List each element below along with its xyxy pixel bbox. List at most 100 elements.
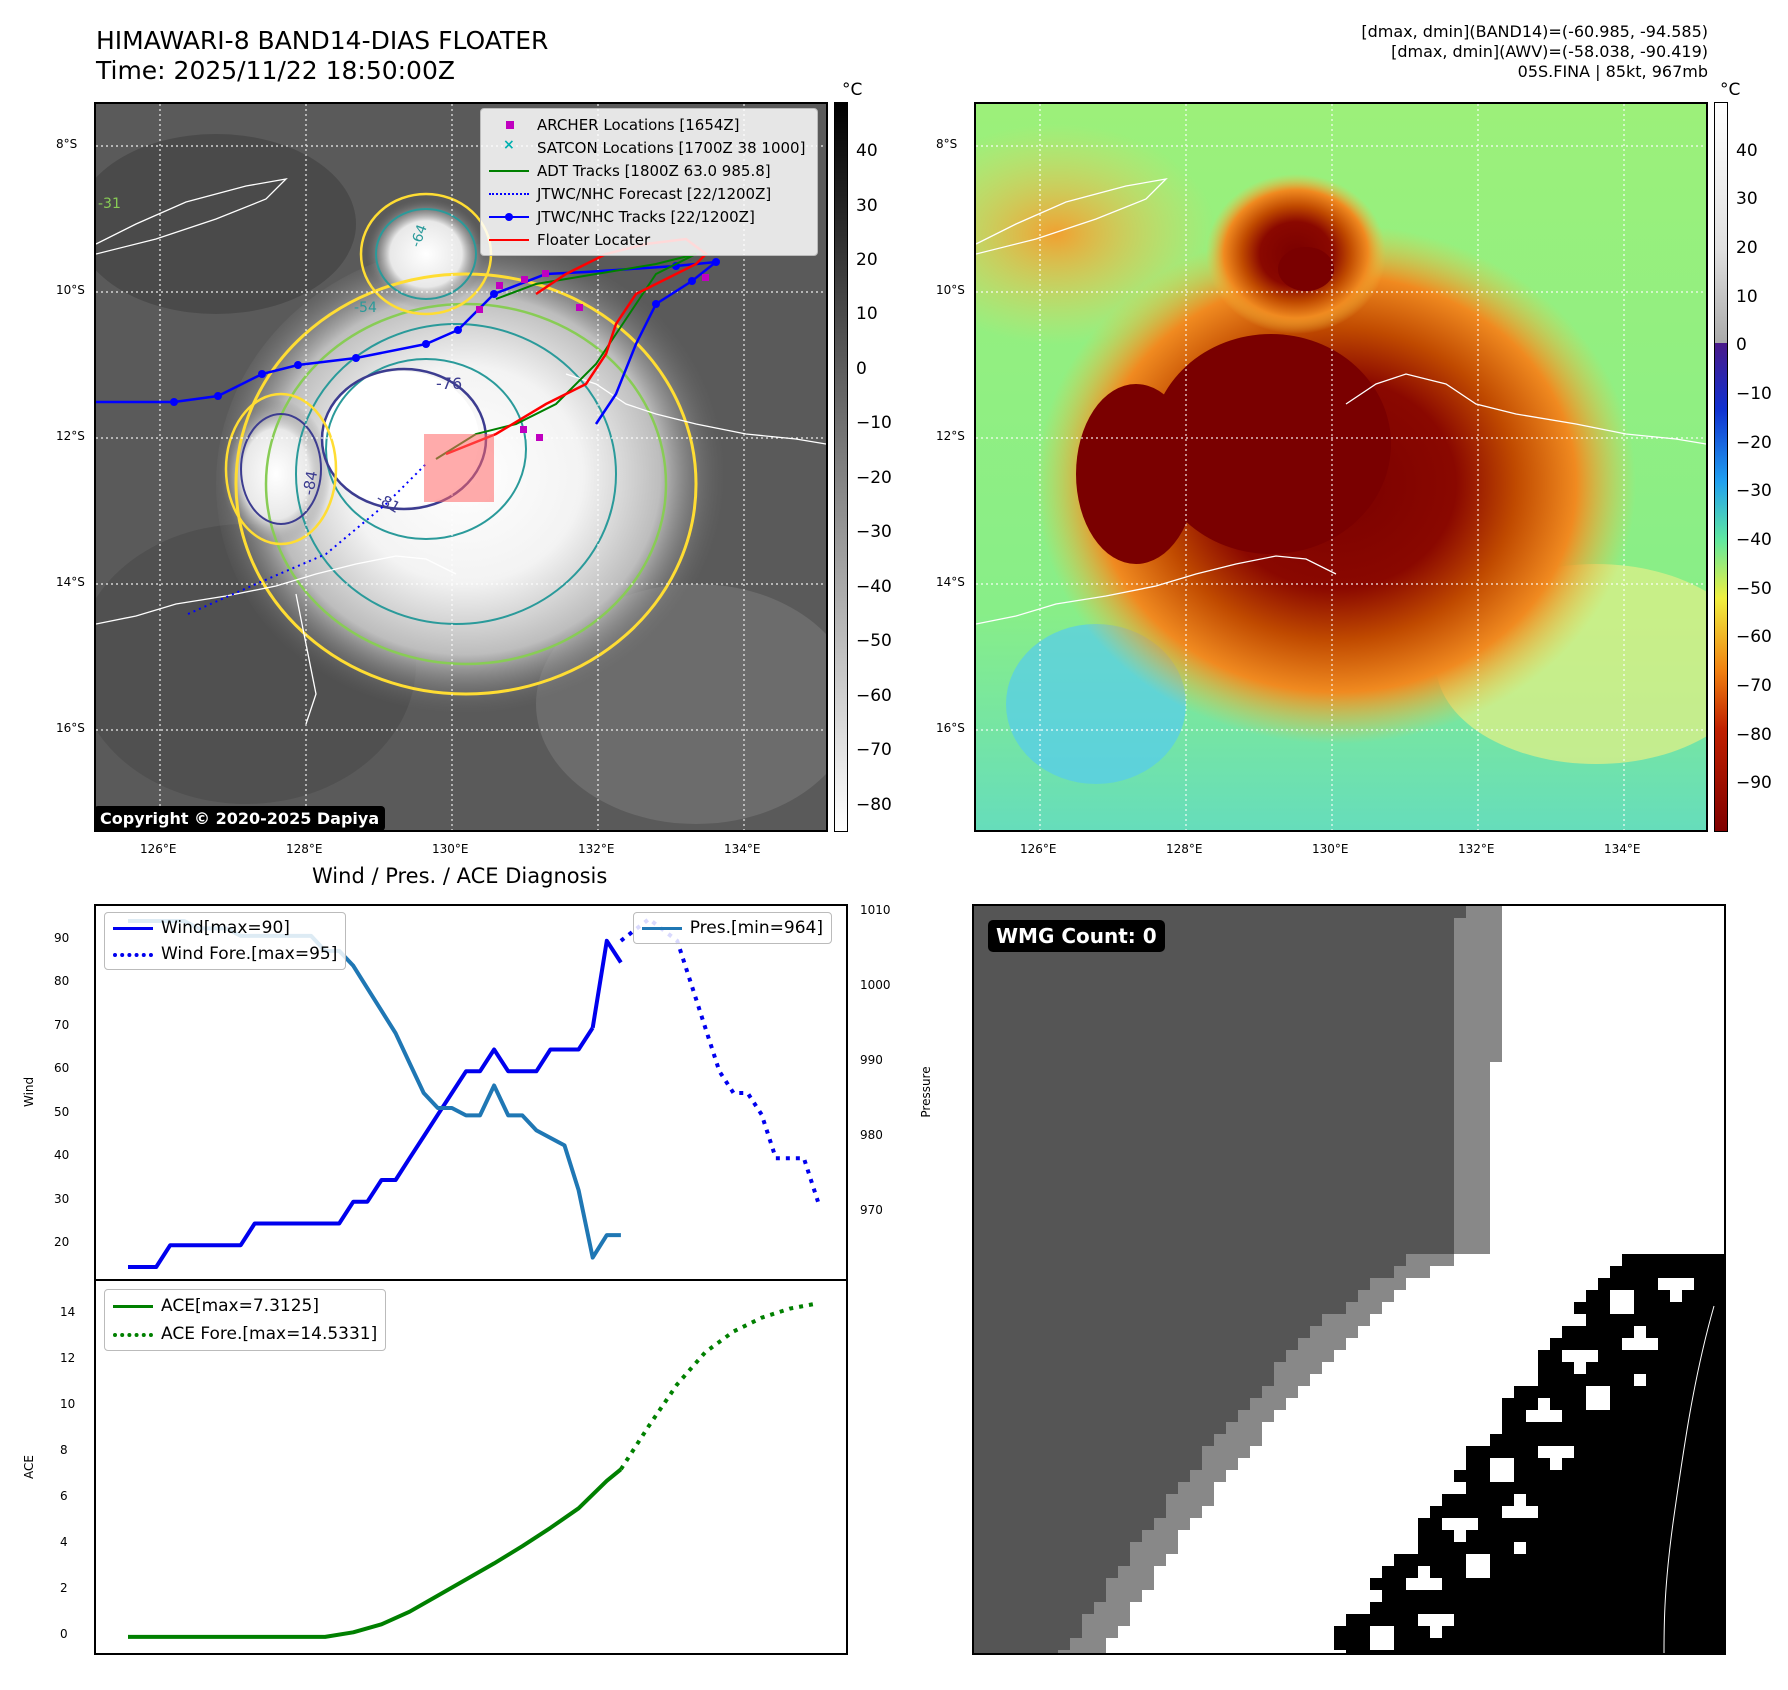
colorbar-tick-label: 20	[1736, 238, 1758, 258]
ace-plot	[128, 1301, 819, 1639]
lat-tick-label: 14°S	[56, 575, 85, 589]
info-line-2: [dmax, dmin](AWV)=(-58.038, -90.419)	[1391, 42, 1708, 61]
lat-tick-label: 10°S	[936, 283, 965, 297]
ace-tick-label: 4	[60, 1535, 68, 1550]
legend-row-ace: ACE[max=7.3125]	[113, 1292, 377, 1320]
circle-marker-icon	[505, 212, 513, 221]
colorbar-tick-label: −20	[1736, 432, 1772, 453]
line-swatch-icon	[113, 927, 153, 930]
series-line-wind	[128, 1026, 595, 1269]
wind-tick-label: 70	[54, 1017, 70, 1032]
ace-chart: ACE[max=7.3125] ACE Fore.[max=14.5331]	[94, 1279, 848, 1655]
contour-label: -76	[436, 374, 463, 393]
lon-tick-label: 132°E	[578, 842, 615, 856]
legend-row-floater: Floater Locater	[489, 228, 809, 251]
pressure-tick-label: 990	[860, 1053, 883, 1068]
legend-label: JTWC/NHC Tracks [22/1200Z]	[537, 207, 755, 226]
legend-label: Wind[max=90]	[161, 918, 290, 938]
series-line-wind-fore-	[619, 917, 820, 1203]
colorbar-tick-label: −90	[1736, 773, 1772, 794]
wind-tick-label: 30	[54, 1191, 70, 1206]
legend-row-satcon: × SATCON Locations [1700Z 38 1000]	[489, 136, 809, 159]
dotted-line-swatch-icon	[113, 953, 153, 957]
contour-label: -54	[354, 300, 377, 316]
ace-tick-label: 14	[60, 1305, 76, 1320]
dotted-line-swatch-icon	[113, 1333, 153, 1337]
legend-row-adt: ADT Tracks [1800Z 63.0 985.8]	[489, 159, 809, 182]
colorbar-tick-label: −60	[1736, 627, 1772, 648]
legend-label: JTWC/NHC Forecast [22/1200Z]	[537, 184, 772, 203]
wind-axis-label: Wind	[22, 1076, 36, 1107]
x-marker-icon: ×	[503, 136, 515, 153]
wind-tick-label: 80	[54, 974, 70, 989]
lon-tick-label: 132°E	[1458, 842, 1495, 856]
wind-legend: Wind[max=90] Wind Fore.[max=95]	[104, 912, 347, 970]
ace-tick-label: 8	[60, 1443, 68, 1458]
title-line-1: HIMAWARI-8 BAND14-DIAS FLOATER	[96, 26, 549, 55]
colorbar-tick-label: −80	[1736, 724, 1772, 745]
legend-row-forecast: JTWC/NHC Forecast [22/1200Z]	[489, 182, 809, 205]
pressure-tick-label: 980	[860, 1127, 883, 1142]
ace-tick-label: 2	[60, 1581, 68, 1595]
ace-axis-label: ACE	[22, 1455, 36, 1479]
colorbar-tick-label: −70	[856, 740, 892, 761]
title-line-2: Time: 2025/11/22 18:50:00Z	[96, 56, 455, 85]
legend-label: SATCON Locations [1700Z 38 1000]	[537, 138, 806, 157]
map-legend: ARCHER Locations [1654Z] × SATCON Locatio…	[480, 108, 818, 256]
colorbar-tick-label: −50	[1736, 578, 1772, 599]
pressure-axis-label: Pressure	[919, 1066, 933, 1118]
colorbar-tick-label: −40	[856, 576, 892, 597]
pressure-tick-label: 970	[860, 1202, 883, 1217]
colorbar-tick-label: 0	[856, 358, 867, 379]
wind-tick-label: 50	[54, 1104, 70, 1119]
lat-tick-label: 14°S	[936, 575, 965, 589]
adt-track	[435, 253, 697, 460]
lon-tick-label: 130°E	[1312, 842, 1349, 856]
legend-label: ACE Fore.[max=14.5331]	[161, 1324, 378, 1344]
line-swatch-icon	[641, 927, 682, 930]
ace-tick-label: 6	[60, 1489, 68, 1504]
lat-tick-label: 8°S	[936, 137, 958, 151]
ace-tick-label: 10	[60, 1397, 76, 1412]
contour-label: -31	[98, 196, 121, 212]
pressure-legend: Pres.[min=964]	[632, 912, 832, 944]
info-line-1: [dmax, dmin](BAND14)=(-60.985, -94.585)	[1361, 22, 1708, 41]
line-swatch-icon	[489, 169, 529, 172]
lon-tick-label: 128°E	[286, 842, 323, 856]
wind-tick-label: 90	[54, 930, 70, 945]
dmax-dmin-info: [dmax, dmin](BAND14)=(-60.985, -94.585) …	[1361, 22, 1708, 82]
lat-tick-label: 12°S	[56, 429, 85, 443]
lon-tick-label: 134°E	[724, 842, 761, 856]
colorbar-tick-label: 20	[856, 249, 878, 270]
legend-row-ace-fore: ACE Fore.[max=14.5331]	[113, 1320, 377, 1348]
pressure-tick-label: 1000	[860, 978, 891, 993]
lat-tick-label: 8°S	[56, 137, 78, 151]
lat-tick-label: 16°S	[936, 721, 965, 735]
lon-tick-label: 126°E	[1020, 842, 1057, 856]
colorbar-tick-label: 40	[1736, 140, 1758, 161]
line-swatch-icon	[113, 1305, 153, 1308]
colorbar-tick-label: −10	[856, 413, 892, 434]
colorbar-unit: °C	[1720, 80, 1741, 100]
legend-row-tracks: JTWC/NHC Tracks [22/1200Z]	[489, 205, 809, 228]
archer-points	[476, 270, 709, 441]
lat-tick-label: 12°S	[936, 429, 965, 443]
ace-legend: ACE[max=7.3125] ACE Fore.[max=14.5331]	[104, 1289, 387, 1351]
series-line-ace	[128, 1467, 623, 1639]
info-line-3: 05S.FINA | 85kt, 967mb	[1517, 62, 1708, 81]
wind-pressure-chart: Wind[max=90] Wind Fore.[max=95] Pres.[mi…	[94, 904, 848, 1280]
series-line-pres-	[128, 919, 621, 1260]
legend-label: Wind Fore.[max=95]	[161, 944, 338, 964]
floater-box	[424, 434, 494, 502]
colorbar-tick-label: −60	[856, 685, 892, 706]
ir-map-panel: -76 -81 -84 -54 -64 -31 ARCHER Locations…	[94, 102, 828, 832]
colorbar-tick-label: 10	[856, 304, 878, 325]
colorbar-unit: °C	[842, 80, 863, 100]
legend-row-wind-fore: Wind Fore.[max=95]	[113, 941, 337, 967]
colorbar-tick-label: −10	[1736, 384, 1772, 404]
legend-label: Floater Locater	[537, 230, 651, 249]
colorbar-tick-label: 0	[1736, 335, 1747, 356]
lon-tick-label: 130°E	[432, 842, 469, 856]
wmg-count-badge: WMG Count: 0	[988, 920, 1165, 952]
lon-tick-label: 126°E	[140, 842, 177, 856]
